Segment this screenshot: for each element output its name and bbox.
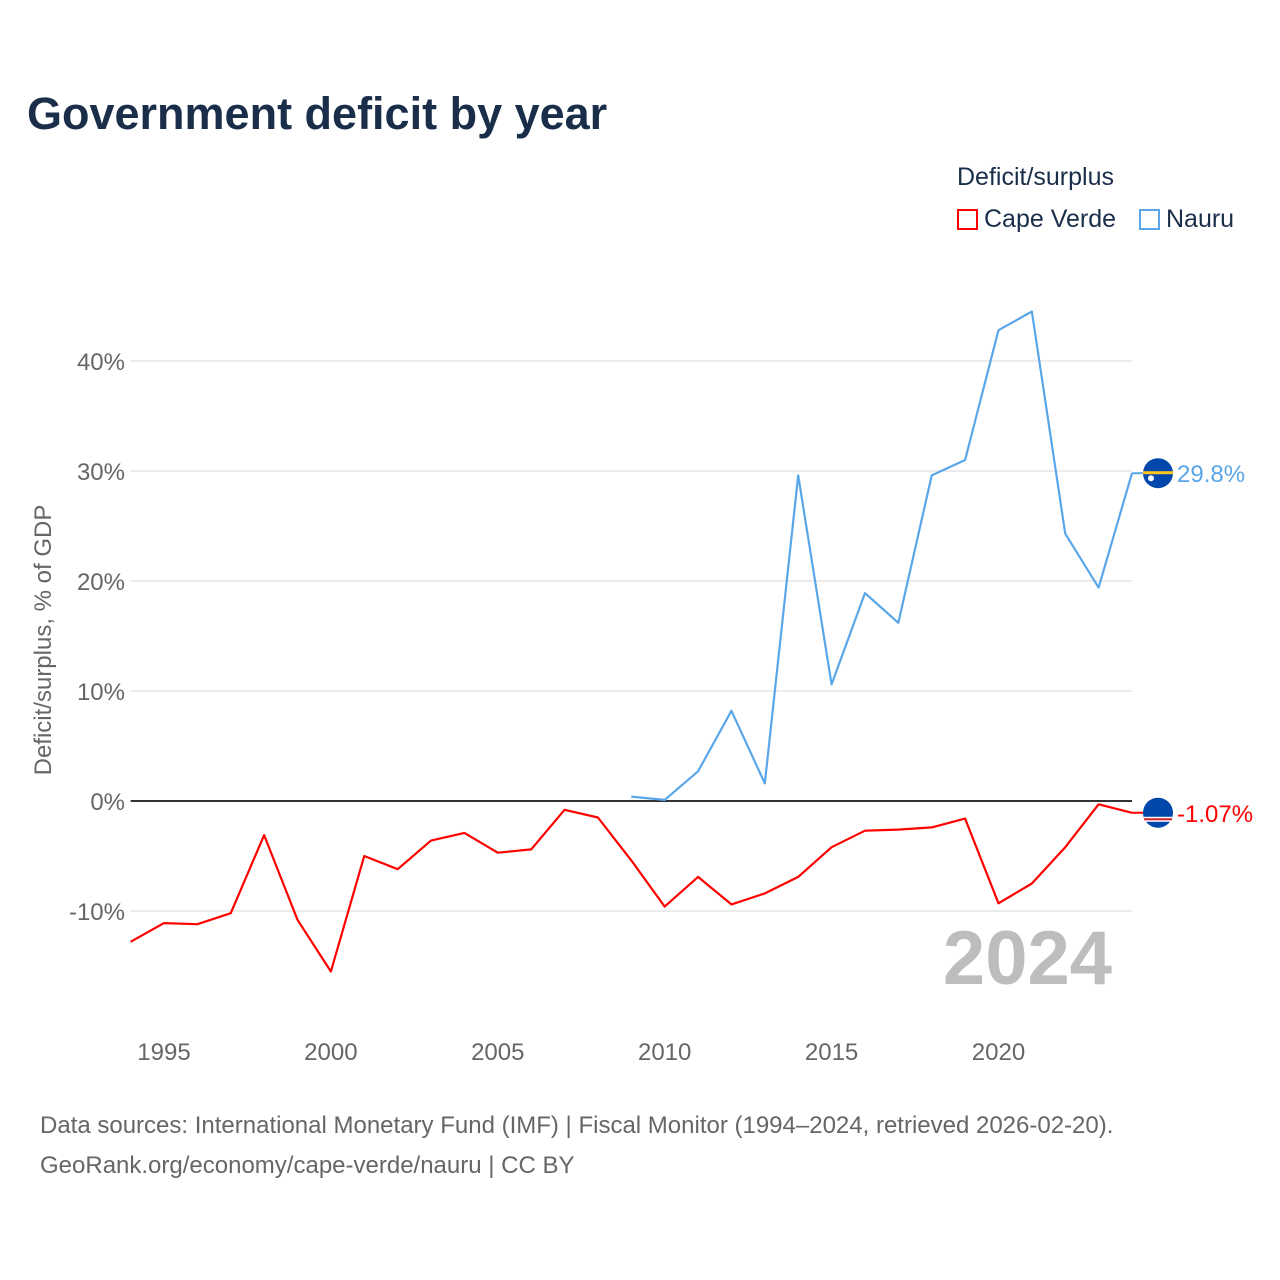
y-tick-label: 20% bbox=[77, 569, 125, 596]
legend-item-nauru[interactable]: Nauru bbox=[1139, 205, 1234, 234]
y-tick-label: 40% bbox=[77, 349, 125, 376]
x-tick-label: 2015 bbox=[805, 1039, 858, 1066]
x-tick-label: 2005 bbox=[471, 1039, 524, 1066]
flag-star bbox=[1148, 475, 1154, 482]
attribution: GeoRank.org/economy/cape-verde/nauru | C… bbox=[40, 1152, 575, 1179]
chart-title: Government deficit by year bbox=[27, 88, 608, 139]
year-watermark: 2024 bbox=[943, 916, 1112, 1001]
source-note: Data sources: International Monetary Fun… bbox=[40, 1112, 1114, 1139]
legend-label: Cape Verde bbox=[984, 205, 1117, 233]
x-tick-label: 2000 bbox=[304, 1039, 357, 1066]
legend-swatch bbox=[957, 209, 978, 230]
y-tick-label: 30% bbox=[77, 459, 125, 486]
legend-title: Deficit/surplus bbox=[957, 163, 1114, 191]
legend-label: Nauru bbox=[1166, 205, 1235, 233]
legend-item-cape-verde[interactable]: Cape Verde bbox=[957, 205, 1116, 234]
x-tick-label: 1995 bbox=[137, 1039, 190, 1066]
x-tick-label: 2020 bbox=[972, 1039, 1025, 1066]
y-axis-label: Deficit/surplus, % of GDP bbox=[30, 505, 57, 776]
x-tick-label: 2010 bbox=[638, 1039, 691, 1066]
legend-swatch bbox=[1139, 209, 1160, 230]
flag-stripe bbox=[1143, 471, 1173, 475]
y-tick-label: -10% bbox=[69, 899, 125, 926]
end-value-label: 29.8% bbox=[1177, 461, 1245, 488]
y-tick-label: 10% bbox=[77, 679, 125, 706]
y-tick-label: 0% bbox=[90, 789, 125, 816]
footer: Data sources: International Monetary Fun… bbox=[40, 1106, 1113, 1186]
series-line-nauru bbox=[631, 310, 1134, 802]
flag-icon bbox=[1143, 797, 1173, 828]
flag-stripe bbox=[1144, 818, 1172, 821]
end-value-label: -1.07% bbox=[1177, 801, 1253, 828]
series-line-cape-verde bbox=[130, 803, 1133, 973]
